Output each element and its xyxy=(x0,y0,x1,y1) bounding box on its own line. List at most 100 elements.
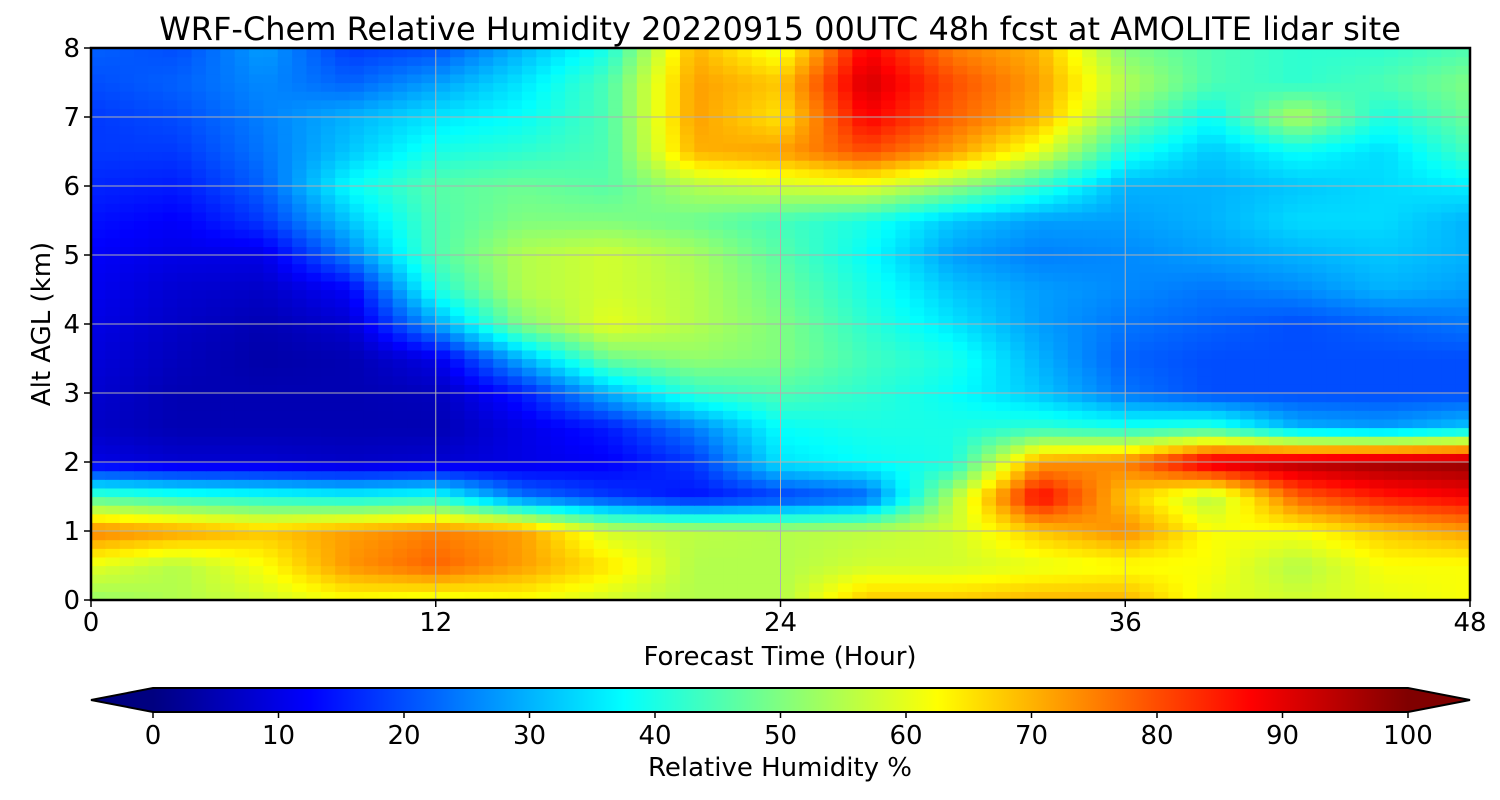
heat-cell xyxy=(1125,280,1141,291)
heat-cell xyxy=(1311,263,1327,273)
heat-cell xyxy=(1153,591,1169,600)
heat-cell xyxy=(981,298,997,308)
heat-cell xyxy=(1398,505,1414,515)
heat-cell xyxy=(895,591,911,600)
heat-cell xyxy=(91,306,106,316)
heat-cell xyxy=(134,367,150,377)
heat-cell xyxy=(1168,229,1184,239)
heat-cell xyxy=(1039,177,1055,187)
heat-cell xyxy=(177,444,193,454)
heat-cell xyxy=(1398,332,1414,342)
heat-cell xyxy=(493,315,509,325)
heat-cell xyxy=(1225,211,1241,222)
heat-cell xyxy=(809,341,825,351)
heat-cell xyxy=(249,556,264,567)
heat-cell xyxy=(105,565,121,575)
heat-cell xyxy=(1297,582,1313,592)
heat-cell xyxy=(1153,220,1169,230)
heat-cell xyxy=(1455,531,1470,541)
heat-cell xyxy=(608,531,624,541)
heat-cell xyxy=(694,324,710,334)
heat-cell xyxy=(435,384,451,394)
heat-cell xyxy=(1153,306,1169,316)
heat-cell xyxy=(1024,556,1040,567)
heat-cell xyxy=(881,453,897,463)
heat-cell xyxy=(1426,522,1442,532)
heat-cell xyxy=(895,505,911,515)
heat-cell xyxy=(1426,401,1442,411)
heat-cell xyxy=(392,349,408,360)
heat-cell xyxy=(665,237,681,247)
heat-cell xyxy=(277,151,293,161)
heat-cell xyxy=(162,272,178,282)
heat-cell xyxy=(1168,496,1184,506)
heat-cell xyxy=(464,203,480,213)
heat-cell xyxy=(1254,194,1270,204)
heat-cell xyxy=(636,298,652,308)
heat-cell xyxy=(593,487,609,498)
heat-cell xyxy=(708,436,724,446)
heat-cell xyxy=(119,487,135,498)
heat-cell xyxy=(1297,341,1313,351)
heat-cell xyxy=(493,246,509,256)
heat-cell xyxy=(924,591,940,600)
heat-cell xyxy=(1369,496,1385,506)
heat-cell xyxy=(1067,496,1083,506)
heat-cell xyxy=(651,539,667,549)
heat-cell xyxy=(1197,470,1213,480)
heat-cell xyxy=(924,332,940,342)
heat-cell xyxy=(1355,375,1371,385)
heat-cell xyxy=(823,324,839,334)
heat-cell xyxy=(751,194,767,204)
heat-cell xyxy=(694,186,710,196)
heat-cell xyxy=(292,367,308,377)
heat-cell xyxy=(1369,186,1385,196)
heat-cell xyxy=(579,436,595,446)
heat-cell xyxy=(91,246,106,256)
heat-cell xyxy=(665,591,681,600)
heat-cell xyxy=(478,246,494,256)
heat-cell xyxy=(565,479,580,489)
heat-cell xyxy=(780,211,796,222)
heat-cell xyxy=(421,220,437,230)
heat-cell xyxy=(378,582,394,592)
heat-cell xyxy=(1168,418,1184,429)
heat-cell xyxy=(1067,591,1083,600)
heat-cell xyxy=(536,556,552,567)
heat-cell xyxy=(708,401,724,411)
heat-cell xyxy=(407,211,422,222)
heat-cell xyxy=(1139,548,1155,558)
heat-cell xyxy=(306,453,322,463)
heat-cell xyxy=(1283,237,1299,247)
heat-cell xyxy=(1355,298,1371,308)
heat-cell xyxy=(751,367,767,377)
heat-cell xyxy=(794,375,810,385)
heat-cell xyxy=(981,375,997,385)
heat-cell xyxy=(1139,229,1155,239)
heat-cell xyxy=(766,272,782,282)
heat-cell xyxy=(665,487,681,498)
heat-cell xyxy=(737,186,753,196)
heat-cell xyxy=(134,168,150,178)
heat-cell xyxy=(708,306,724,316)
heat-cell xyxy=(723,186,738,196)
heat-cell xyxy=(148,375,164,385)
heat-cell xyxy=(895,237,911,247)
heat-cell xyxy=(1254,556,1270,567)
heat-cell xyxy=(1254,358,1270,368)
heat-cell xyxy=(205,582,221,592)
heat-cell xyxy=(881,384,897,394)
heat-cell xyxy=(1125,565,1141,575)
heat-cell xyxy=(1125,160,1141,170)
heat-cell xyxy=(493,487,509,498)
heat-cell xyxy=(1082,358,1098,368)
heat-cell xyxy=(794,367,810,377)
heat-cell xyxy=(608,168,624,178)
heat-cell xyxy=(249,539,264,549)
heat-cell xyxy=(1010,186,1026,196)
heat-cell xyxy=(105,186,121,196)
heat-cell xyxy=(708,280,724,291)
heat-cell xyxy=(952,341,968,351)
heat-cell xyxy=(507,220,523,230)
heat-cell xyxy=(981,177,997,187)
